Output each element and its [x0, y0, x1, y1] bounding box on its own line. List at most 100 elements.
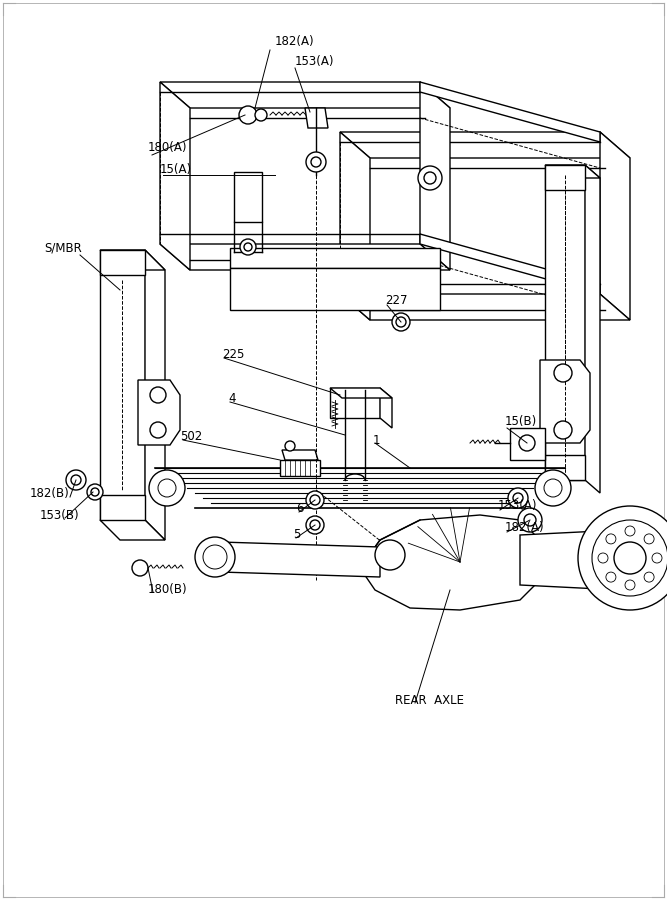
Text: REAR  AXLE: REAR AXLE	[395, 694, 464, 706]
Circle shape	[195, 537, 235, 577]
Text: 153(A): 153(A)	[295, 56, 334, 68]
Polygon shape	[340, 294, 630, 320]
Polygon shape	[420, 234, 600, 294]
Text: 153(A): 153(A)	[498, 500, 538, 512]
Text: S/MBR: S/MBR	[44, 241, 82, 255]
Text: 225: 225	[222, 347, 244, 361]
Text: 1: 1	[373, 434, 380, 446]
Text: 6: 6	[296, 501, 303, 515]
Circle shape	[598, 553, 608, 563]
Polygon shape	[100, 520, 165, 540]
Text: 153(B): 153(B)	[40, 509, 79, 523]
Polygon shape	[138, 380, 180, 445]
Circle shape	[239, 106, 257, 124]
Polygon shape	[585, 165, 600, 493]
Circle shape	[310, 495, 320, 505]
Circle shape	[606, 572, 616, 582]
Polygon shape	[280, 460, 320, 476]
Circle shape	[244, 243, 252, 251]
Polygon shape	[305, 108, 328, 128]
Polygon shape	[330, 388, 380, 418]
Polygon shape	[330, 388, 392, 398]
Polygon shape	[545, 165, 585, 480]
Circle shape	[150, 387, 166, 403]
Text: 182(A): 182(A)	[505, 521, 545, 535]
Circle shape	[519, 435, 535, 451]
Circle shape	[71, 475, 81, 485]
Text: 4: 4	[228, 392, 235, 404]
Circle shape	[554, 421, 572, 439]
Circle shape	[396, 317, 406, 327]
Polygon shape	[100, 495, 145, 520]
Polygon shape	[600, 132, 630, 320]
Circle shape	[158, 479, 176, 497]
Circle shape	[606, 534, 616, 544]
Polygon shape	[510, 428, 545, 460]
Circle shape	[392, 313, 410, 331]
Polygon shape	[160, 244, 450, 270]
Circle shape	[644, 572, 654, 582]
Circle shape	[554, 364, 572, 382]
Circle shape	[149, 470, 185, 506]
Circle shape	[150, 422, 166, 438]
Polygon shape	[234, 172, 262, 222]
Polygon shape	[545, 165, 585, 190]
Polygon shape	[545, 165, 600, 178]
Circle shape	[87, 484, 103, 500]
Polygon shape	[540, 360, 590, 443]
Text: 180(B): 180(B)	[148, 583, 187, 597]
Text: 227: 227	[385, 293, 408, 307]
Polygon shape	[420, 82, 450, 270]
Text: 15(A): 15(A)	[160, 164, 192, 176]
Text: 15(B): 15(B)	[505, 416, 537, 428]
Circle shape	[418, 166, 442, 190]
Circle shape	[203, 545, 227, 569]
Polygon shape	[340, 132, 370, 320]
Circle shape	[91, 488, 99, 496]
Circle shape	[310, 520, 320, 530]
Circle shape	[644, 534, 654, 544]
Polygon shape	[145, 250, 165, 540]
Circle shape	[625, 580, 635, 590]
Circle shape	[285, 441, 295, 451]
Text: 180(A): 180(A)	[148, 141, 187, 155]
Circle shape	[614, 542, 646, 574]
Circle shape	[306, 516, 324, 534]
Circle shape	[255, 109, 267, 121]
Polygon shape	[100, 250, 145, 275]
Polygon shape	[380, 388, 392, 428]
Polygon shape	[420, 82, 600, 142]
Circle shape	[306, 491, 324, 509]
Polygon shape	[520, 530, 640, 590]
Polygon shape	[282, 450, 318, 460]
Polygon shape	[340, 132, 630, 158]
Polygon shape	[545, 455, 585, 480]
Circle shape	[132, 560, 148, 576]
Text: 182(B): 182(B)	[30, 488, 70, 500]
Circle shape	[592, 520, 667, 596]
Polygon shape	[230, 268, 440, 310]
Polygon shape	[230, 248, 440, 268]
Polygon shape	[160, 82, 450, 108]
Circle shape	[578, 506, 667, 610]
Circle shape	[375, 540, 405, 570]
Circle shape	[652, 553, 662, 563]
Circle shape	[424, 172, 436, 184]
Circle shape	[625, 526, 635, 536]
Text: 5: 5	[293, 527, 300, 541]
Polygon shape	[160, 82, 190, 270]
Circle shape	[240, 239, 256, 255]
Text: 502: 502	[180, 429, 202, 443]
Circle shape	[524, 514, 536, 526]
Circle shape	[513, 493, 523, 503]
Circle shape	[518, 508, 542, 532]
Text: 182(A): 182(A)	[275, 35, 315, 49]
Circle shape	[544, 479, 562, 497]
Polygon shape	[360, 515, 540, 610]
Circle shape	[535, 470, 571, 506]
Circle shape	[311, 157, 321, 167]
Circle shape	[66, 470, 86, 490]
Circle shape	[306, 152, 326, 172]
Polygon shape	[220, 542, 380, 577]
Circle shape	[508, 488, 528, 508]
